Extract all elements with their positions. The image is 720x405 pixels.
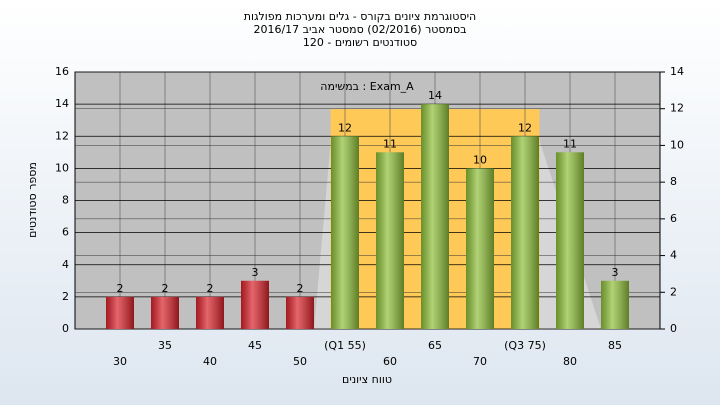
bar-shade bbox=[376, 152, 404, 329]
bar-shade bbox=[286, 296, 314, 329]
y-tick-label: 8 bbox=[62, 194, 69, 207]
value-label: 3 bbox=[252, 266, 259, 279]
x-tick-label: 30 bbox=[113, 355, 127, 368]
x-tick-label: 40 bbox=[203, 355, 217, 368]
bar-shade bbox=[466, 168, 494, 329]
y2-tick-label: 12 bbox=[670, 102, 684, 115]
bar-shade bbox=[151, 296, 179, 329]
y2-tick-label: 0 bbox=[670, 322, 677, 335]
x-tick-label: (Q1 55) bbox=[324, 339, 366, 352]
chart-title: היסטוגרמת ציונים בקורס - גלים ומערכות מפ… bbox=[244, 10, 476, 23]
chart-subtitle: בסמסטר (02/2016) סמסטר אביב 2016/17 bbox=[253, 23, 466, 36]
value-label: 11 bbox=[563, 137, 577, 150]
bar-shade bbox=[241, 280, 269, 329]
value-label: 2 bbox=[297, 282, 304, 295]
bar-shade bbox=[421, 104, 449, 329]
value-label: 12 bbox=[338, 121, 352, 134]
x-tick-label: 60 bbox=[383, 355, 397, 368]
y-tick-label: 12 bbox=[55, 129, 69, 142]
value-label: 2 bbox=[117, 282, 124, 295]
x-tick-label: 65 bbox=[428, 339, 442, 352]
bar-shade bbox=[106, 296, 134, 329]
x-tick-label: (Q3 75) bbox=[504, 339, 546, 352]
value-label: 14 bbox=[428, 89, 442, 102]
y-tick-label: 2 bbox=[62, 290, 69, 303]
x-tick-label: 85 bbox=[608, 339, 622, 352]
x-axis-label: טווח ציונים bbox=[342, 373, 392, 386]
y-tick-label: 0 bbox=[62, 322, 69, 335]
x-tick-label: 80 bbox=[563, 355, 577, 368]
value-label: 11 bbox=[383, 137, 397, 150]
y-tick-label: 10 bbox=[55, 161, 69, 174]
value-label: 3 bbox=[612, 266, 619, 279]
value-label: 12 bbox=[518, 121, 532, 134]
y2-tick-label: 14 bbox=[670, 65, 684, 78]
y-tick-label: 14 bbox=[55, 97, 69, 110]
range-shade bbox=[314, 139, 331, 329]
bar-shade bbox=[601, 280, 629, 329]
y-tick-label: 4 bbox=[62, 258, 69, 271]
x-tick-label: 70 bbox=[473, 355, 487, 368]
bar-shade bbox=[511, 136, 539, 329]
y-tick-label: 16 bbox=[55, 65, 69, 78]
y2-tick-label: 10 bbox=[670, 138, 684, 151]
bar-shade bbox=[196, 296, 224, 329]
x-tick-label: 35 bbox=[158, 339, 172, 352]
annotation: במשימה : Exam_A bbox=[320, 80, 414, 93]
y2-tick-label: 2 bbox=[670, 285, 677, 298]
chart-subtitle: סטודנטים רשומים - 120 bbox=[303, 36, 417, 49]
bar-shade bbox=[556, 152, 584, 329]
y-tick-label: 6 bbox=[62, 226, 69, 239]
y-axis-label: מספר סטודנטים bbox=[26, 162, 39, 238]
bar-shade bbox=[331, 136, 359, 329]
value-label: 10 bbox=[473, 153, 487, 166]
x-tick-label: 50 bbox=[293, 355, 307, 368]
value-label: 2 bbox=[207, 282, 214, 295]
value-label: 2 bbox=[162, 282, 169, 295]
y2-tick-label: 6 bbox=[670, 212, 677, 225]
x-tick-label: 45 bbox=[248, 339, 262, 352]
y2-tick-label: 4 bbox=[670, 249, 677, 262]
y2-tick-label: 8 bbox=[670, 175, 677, 188]
